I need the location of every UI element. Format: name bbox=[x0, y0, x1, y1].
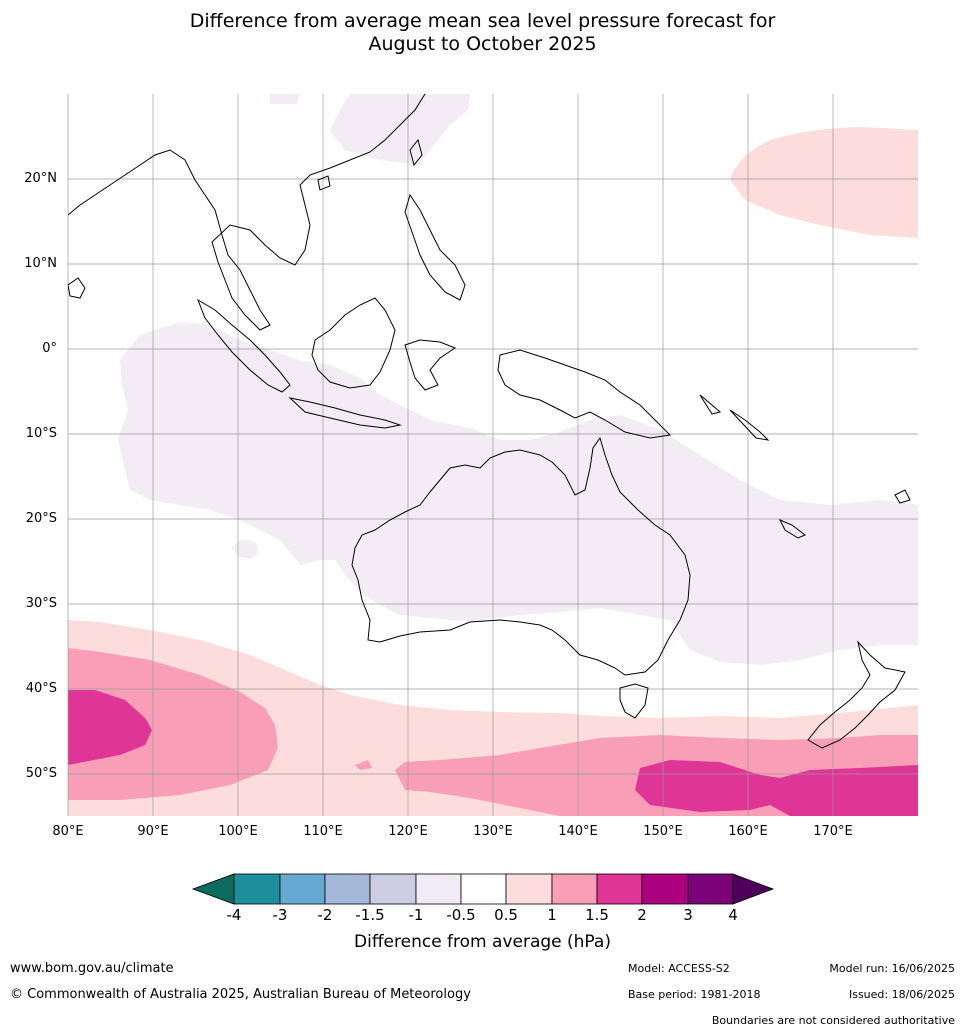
lat-label-20s: 20°S bbox=[25, 511, 57, 526]
colorbar-tick-label: 1.5 bbox=[585, 906, 609, 924]
lon-label-110e: 110°E bbox=[303, 824, 343, 839]
field-negative-indian-ocean bbox=[118, 322, 918, 665]
coast-sulawesi bbox=[404, 339, 457, 391]
lon-label-160e: 160°E bbox=[728, 824, 768, 839]
lon-label-150e: 150°E bbox=[643, 824, 683, 839]
lon-label-130e: 130°E bbox=[473, 824, 513, 839]
colorbar-bin bbox=[641, 873, 689, 905]
field-negative-blob bbox=[232, 540, 258, 559]
field-positive-core-west bbox=[68, 690, 152, 765]
footer-copyright: © Commonwealth of Australia 2025, Austra… bbox=[10, 987, 471, 1002]
coast-new-guinea bbox=[497, 349, 672, 439]
coast-tasmania bbox=[619, 683, 649, 719]
colorbar-tick-label: -4 bbox=[226, 906, 242, 924]
lat-label-40s: 40°S bbox=[25, 681, 57, 696]
colorbar-tick-label: -3 bbox=[272, 906, 288, 924]
title-line-1: Difference from average mean sea level p… bbox=[189, 10, 776, 32]
footer-model-run: Model run: 16/06/2025 bbox=[829, 962, 955, 975]
colorbar-bin bbox=[505, 873, 553, 905]
colorbar-tick-label: 4 bbox=[728, 906, 738, 924]
colorbar-bin bbox=[596, 873, 643, 905]
coast-taiwan bbox=[409, 138, 423, 167]
footer-model: Model: ACCESS-S2 bbox=[628, 962, 730, 975]
colorbar-extend-low bbox=[191, 873, 235, 905]
lat-label-0: 0° bbox=[42, 341, 57, 356]
coast-pacific-islands bbox=[699, 394, 911, 539]
coast-hainan bbox=[317, 175, 331, 191]
colorbar-tick-label: 3 bbox=[683, 906, 693, 924]
coast-australia bbox=[351, 436, 691, 676]
colorbar-tick-label: -1.5 bbox=[355, 906, 385, 924]
footer-issued: Issued: 18/06/2025 bbox=[848, 988, 955, 1001]
colorbar-bin bbox=[415, 873, 462, 905]
colorbar-title: Difference from average (hPa) bbox=[354, 932, 611, 952]
colorbar-bin bbox=[324, 873, 371, 905]
gridlines bbox=[67, 94, 918, 816]
colorbar-bin bbox=[551, 873, 598, 905]
colorbar-bin bbox=[233, 873, 281, 905]
lon-label-80e: 80°E bbox=[52, 824, 84, 839]
coast-borneo bbox=[311, 297, 396, 389]
colorbar-bin bbox=[369, 873, 417, 905]
lon-label-170e: 170°E bbox=[813, 824, 853, 839]
coastlines bbox=[68, 94, 911, 749]
footer-site: www.bom.gov.au/climate bbox=[10, 961, 174, 976]
lat-label-50s: 50°S bbox=[25, 766, 57, 781]
field-positive-southern-ocean-2 bbox=[68, 648, 278, 800]
field-negative-tropics bbox=[270, 94, 470, 165]
lon-label-140e: 140°E bbox=[558, 824, 598, 839]
coast-asia-mainland bbox=[68, 94, 426, 331]
lat-label-10n: 10°N bbox=[24, 256, 57, 271]
colorbar-bin bbox=[279, 873, 326, 905]
colorbar bbox=[191, 873, 775, 905]
title-line-2: August to October 2025 bbox=[368, 33, 597, 55]
lat-label-30s: 30°S bbox=[25, 596, 57, 611]
colorbar-extend-high bbox=[732, 873, 775, 905]
coast-sri-lanka bbox=[68, 277, 86, 299]
colorbar-tick-label: 2 bbox=[637, 906, 647, 924]
coast-philippines bbox=[404, 193, 466, 301]
coast-new-zealand bbox=[807, 640, 906, 749]
colorbar-tick-label: -1 bbox=[408, 906, 424, 924]
colorbar-tick-label: 0.5 bbox=[494, 906, 518, 924]
coast-sumatra bbox=[197, 298, 291, 393]
coast-java bbox=[288, 397, 402, 429]
lon-label-100e: 100°E bbox=[218, 824, 258, 839]
map-title: Difference from average mean sea level p… bbox=[0, 10, 965, 56]
colorbar-tick-label: -2 bbox=[317, 906, 333, 924]
field-positive-north-pacific bbox=[730, 127, 918, 238]
footer-boundaries-note: Boundaries are not considered authoritat… bbox=[711, 1014, 955, 1027]
colorbar-bin bbox=[460, 873, 507, 905]
lat-label-10s: 10°S bbox=[25, 426, 57, 441]
colorbar-tick-label: 1 bbox=[547, 906, 557, 924]
colorbar-bin bbox=[687, 873, 734, 905]
lat-label-20n: 20°N bbox=[24, 171, 57, 186]
footer-base-period: Base period: 1981-2018 bbox=[628, 988, 761, 1001]
colorbar-tick-label: -0.5 bbox=[446, 906, 476, 924]
lon-label-120e: 120°E bbox=[388, 824, 428, 839]
lon-label-90e: 90°E bbox=[137, 824, 169, 839]
